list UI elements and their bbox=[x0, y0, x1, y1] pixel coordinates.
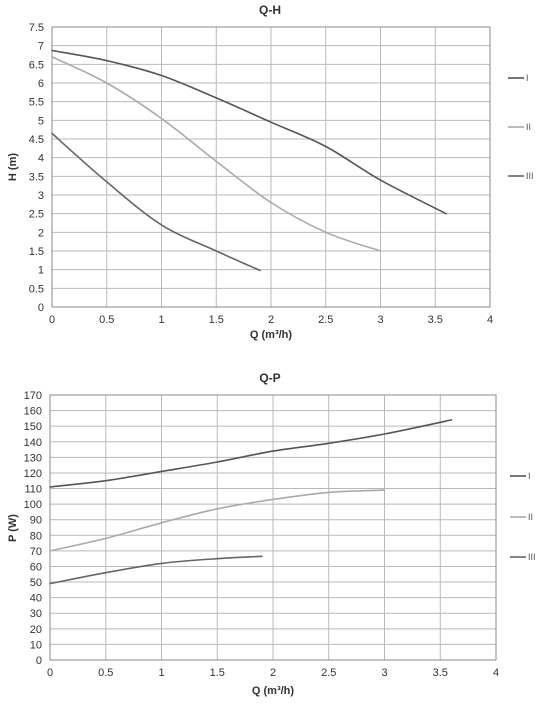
x-tick-label: 4 bbox=[487, 314, 493, 326]
y-tick-label: 2 bbox=[38, 227, 44, 239]
x-axis-label: Q (m³/h) bbox=[250, 329, 292, 341]
x-tick-label: 2 bbox=[268, 314, 274, 326]
y-tick-label: 1.5 bbox=[29, 246, 44, 258]
series-line-ii bbox=[49, 489, 386, 552]
series-line-iii bbox=[51, 132, 261, 272]
y-tick-label: 120 bbox=[24, 468, 42, 480]
y-tick-label: 30 bbox=[30, 608, 42, 620]
y-tick-label: 2.5 bbox=[29, 209, 44, 221]
y-tick-label: 5 bbox=[38, 115, 44, 127]
x-tick-label: 0.5 bbox=[98, 667, 113, 679]
x-tick-label: 1.5 bbox=[210, 667, 225, 679]
x-tick-label: 3 bbox=[381, 667, 387, 679]
plot-area bbox=[51, 26, 491, 308]
y-tick-label: 4 bbox=[38, 153, 44, 165]
grid bbox=[49, 394, 497, 661]
y-tick-label: 5.5 bbox=[29, 97, 44, 109]
x-tick-label: 3.5 bbox=[433, 667, 448, 679]
y-tick-label: 150 bbox=[24, 421, 42, 433]
y-tick-label: 10 bbox=[30, 639, 42, 651]
series-line-i bbox=[49, 419, 453, 488]
legend-label: II bbox=[528, 512, 533, 522]
x-tick-label: 4 bbox=[493, 667, 499, 679]
qp-chart: Q-P 0 0.5 1 1.5 2 2.5 3 3.5 4 0 10 20 30 40 50 60 70 80 9… bbox=[7, 371, 536, 697]
x-tick-label: 0 bbox=[49, 314, 55, 326]
y-axis-ticks: 0 0.5 1 1.5 2 2.5 3 3.5 4 4.5 5 5.5 6 6.5 7 7.5 bbox=[29, 22, 44, 314]
plot-area bbox=[49, 394, 497, 661]
y-tick-label: 140 bbox=[24, 437, 42, 449]
y-tick-label: 6.5 bbox=[29, 59, 44, 71]
y-tick-label: 110 bbox=[24, 484, 42, 496]
y-tick-label: 7 bbox=[38, 41, 44, 53]
y-tick-label: 100 bbox=[24, 499, 42, 511]
series-lines bbox=[49, 419, 453, 585]
series-lines bbox=[51, 49, 447, 272]
legend-label: II bbox=[526, 122, 531, 132]
x-tick-label: 2.5 bbox=[321, 667, 336, 679]
y-tick-label: 3 bbox=[38, 190, 44, 202]
y-tick-label: 40 bbox=[30, 593, 42, 605]
y-tick-label: 70 bbox=[30, 546, 42, 558]
legend-label: III bbox=[528, 552, 536, 562]
chart-title: Q-P bbox=[259, 371, 280, 385]
series-line-i bbox=[51, 49, 447, 215]
y-tick-label: 130 bbox=[24, 452, 42, 464]
y-tick-label: 90 bbox=[30, 515, 42, 527]
x-tick-label: 1.5 bbox=[209, 314, 224, 326]
y-tick-label: 1 bbox=[38, 265, 44, 277]
x-axis-ticks: 0 0.5 1 1.5 2 2.5 3 3.5 4 bbox=[49, 314, 493, 326]
x-axis-label: Q (m³/h) bbox=[252, 685, 294, 697]
legend-label: I bbox=[528, 471, 531, 481]
y-tick-label: 50 bbox=[30, 577, 42, 589]
legend-label: I bbox=[526, 73, 529, 83]
y-tick-label: 0 bbox=[38, 302, 44, 314]
y-tick-label: 60 bbox=[30, 561, 42, 573]
y-tick-label: 7.5 bbox=[29, 22, 44, 34]
x-axis-ticks: 0 0.5 1 1.5 2 2.5 3 3.5 4 bbox=[47, 667, 499, 679]
x-tick-label: 3 bbox=[377, 314, 383, 326]
y-axis-label: H (m) bbox=[7, 153, 19, 181]
x-tick-label: 2.5 bbox=[318, 314, 333, 326]
x-tick-label: 2 bbox=[270, 667, 276, 679]
x-tick-label: 0 bbox=[47, 667, 53, 679]
y-tick-label: 3.5 bbox=[29, 171, 44, 183]
chart-title: Q-H bbox=[259, 3, 281, 17]
y-tick-label: 80 bbox=[30, 530, 42, 542]
y-tick-label: 170 bbox=[24, 390, 42, 402]
series-line-ii bbox=[51, 56, 382, 252]
x-tick-label: 1 bbox=[158, 667, 164, 679]
y-axis-ticks: 0 10 20 30 40 50 60 70 80 90 100 110 120 130 140 150 160… bbox=[24, 390, 42, 667]
y-tick-label: 20 bbox=[30, 624, 42, 636]
x-tick-label: 3.5 bbox=[428, 314, 443, 326]
series-line-iii bbox=[49, 555, 263, 585]
x-tick-label: 0.5 bbox=[99, 314, 114, 326]
y-axis-label: P (W) bbox=[7, 514, 19, 542]
y-tick-label: 0.5 bbox=[29, 283, 44, 295]
y-tick-label: 160 bbox=[24, 406, 42, 418]
y-tick-label: 6 bbox=[38, 78, 44, 90]
grid bbox=[51, 26, 491, 308]
y-tick-label: 0 bbox=[36, 655, 42, 667]
y-tick-label: 4.5 bbox=[29, 134, 44, 146]
qh-chart: Q-H 0 0.5 1 1.5 2 2.5 3 3.5 4 0 0.5 1 1.5 2 2.5 3 3.5 4 4… bbox=[7, 3, 534, 341]
x-tick-label: 1 bbox=[158, 314, 164, 326]
legend-label: III bbox=[526, 171, 534, 181]
